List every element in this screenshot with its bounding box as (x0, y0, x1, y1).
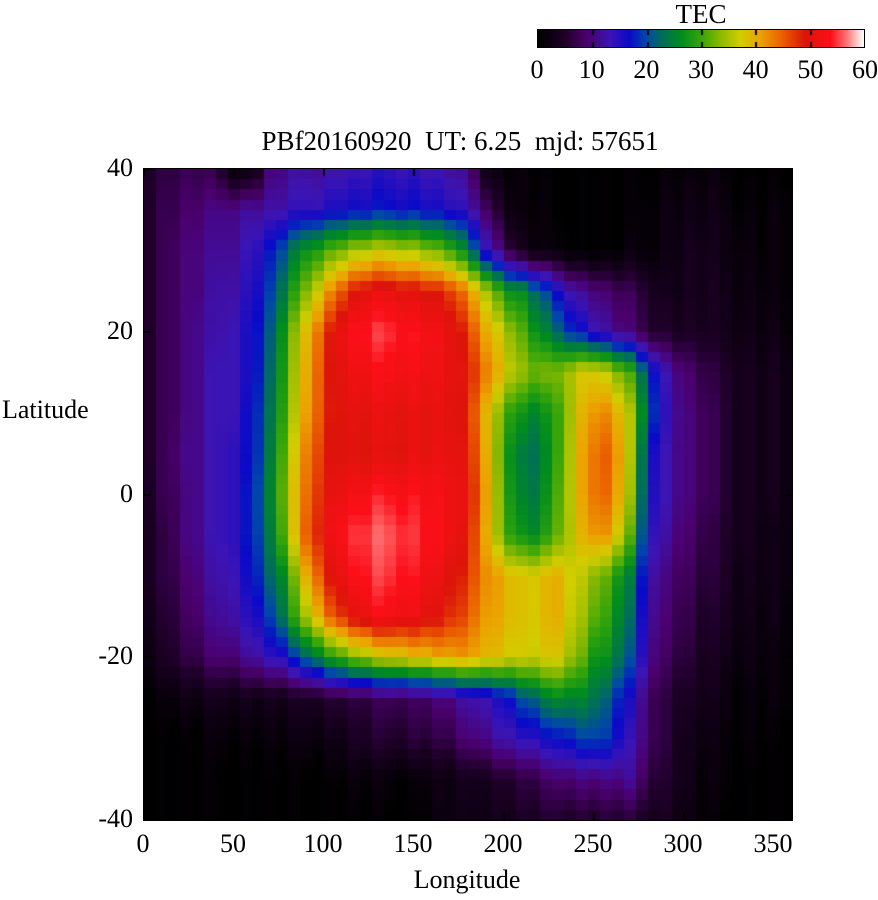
colorbar-tick-label: 20 (633, 55, 660, 84)
y-tick-label: -40 (98, 804, 133, 833)
heatmap-plot-area (143, 168, 793, 821)
x-axis-label: Longitude (413, 865, 521, 894)
y-tick-label: 0 (120, 478, 133, 508)
x-tick-label: 350 (753, 829, 793, 858)
x-tick-label: 100 (303, 829, 343, 858)
y-tick-label: -20 (98, 641, 133, 671)
tec-heatmap-canvas (144, 169, 792, 820)
y-tick-label: 20 (107, 315, 133, 345)
x-tick-label: 50 (220, 829, 246, 858)
x-tick-label: 200 (483, 829, 523, 858)
colorbar-tick-label: 60 (852, 55, 878, 84)
x-tick-label: 150 (393, 829, 433, 858)
colorbar-tick-label: 10 (578, 55, 605, 84)
plot-title: PBf20160920 UT: 6.25 mjd: 57651 (261, 126, 659, 156)
y-tick-label: 40 (107, 153, 133, 182)
x-tick-label: 250 (573, 829, 613, 858)
colorbar (537, 29, 865, 48)
colorbar-tick-label: 40 (742, 55, 769, 84)
colorbar-gradient-canvas (538, 30, 864, 47)
y-axis-label: Latitude (2, 395, 89, 424)
colorbar-title: TEC (675, 0, 727, 29)
x-tick-label: 300 (663, 829, 703, 858)
x-tick-label: 0 (136, 829, 150, 858)
colorbar-tick-label: 0 (530, 55, 544, 84)
colorbar-tick-label: 30 (688, 55, 714, 84)
colorbar-tick-label: 50 (797, 55, 824, 84)
